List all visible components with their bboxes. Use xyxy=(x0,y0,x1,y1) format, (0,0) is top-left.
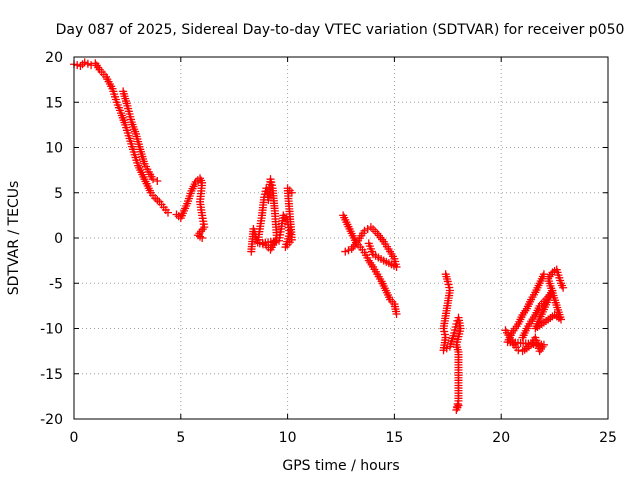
y-tick-label: 20 xyxy=(45,50,63,66)
data-point xyxy=(392,310,401,319)
y-tick-label: 5 xyxy=(54,186,63,202)
data-point xyxy=(287,188,296,197)
y-tick-label: 0 xyxy=(54,231,63,247)
data-point xyxy=(369,225,378,234)
chart-title: Day 087 of 2025, Sidereal Day-to-day VTE… xyxy=(56,22,625,38)
data-point xyxy=(539,270,548,279)
grid-lines xyxy=(74,57,608,419)
series-arc-1b xyxy=(119,87,162,185)
y-tick-label: -10 xyxy=(40,322,63,338)
data-point xyxy=(172,210,181,219)
y-tick-label: 10 xyxy=(45,141,63,157)
x-tick-label: 25 xyxy=(599,430,617,446)
y-tick-label: -20 xyxy=(40,412,63,428)
y-tick-label: -15 xyxy=(40,367,63,383)
data-point xyxy=(163,208,172,217)
series-arc-3 xyxy=(247,175,296,256)
data-point xyxy=(364,239,373,248)
data-point xyxy=(153,195,162,204)
data-point xyxy=(371,227,380,236)
series-arc-5 xyxy=(439,270,465,414)
x-tick-label: 5 xyxy=(176,430,185,446)
x-tick-labels: 0 5 10 15 20 25 xyxy=(70,430,617,446)
series-arc-2 xyxy=(172,174,209,242)
x-tick-label: 20 xyxy=(492,430,510,446)
y-tick-label: 15 xyxy=(45,95,63,111)
plot-frame xyxy=(73,56,609,420)
data-point xyxy=(153,176,162,185)
x-axis-label: GPS time / hours xyxy=(282,458,399,474)
x-tick-label: 15 xyxy=(385,430,403,446)
data-point xyxy=(149,175,158,184)
data-point xyxy=(454,401,463,410)
y-tick-label: -5 xyxy=(49,276,63,292)
data-points xyxy=(70,58,568,414)
series-arc-6 xyxy=(501,265,568,356)
series-arc-4 xyxy=(339,211,401,319)
data-point xyxy=(559,283,568,292)
y-axis-label: SDTVAR / TECUs xyxy=(6,181,22,296)
data-point xyxy=(198,234,207,242)
series-arc-1 xyxy=(70,58,172,217)
x-tick-label: 0 xyxy=(70,430,79,446)
x-tick-label: 10 xyxy=(279,430,297,446)
y-tick-labels: 20 15 10 5 0 -5 -10 -15 -20 xyxy=(40,50,63,428)
